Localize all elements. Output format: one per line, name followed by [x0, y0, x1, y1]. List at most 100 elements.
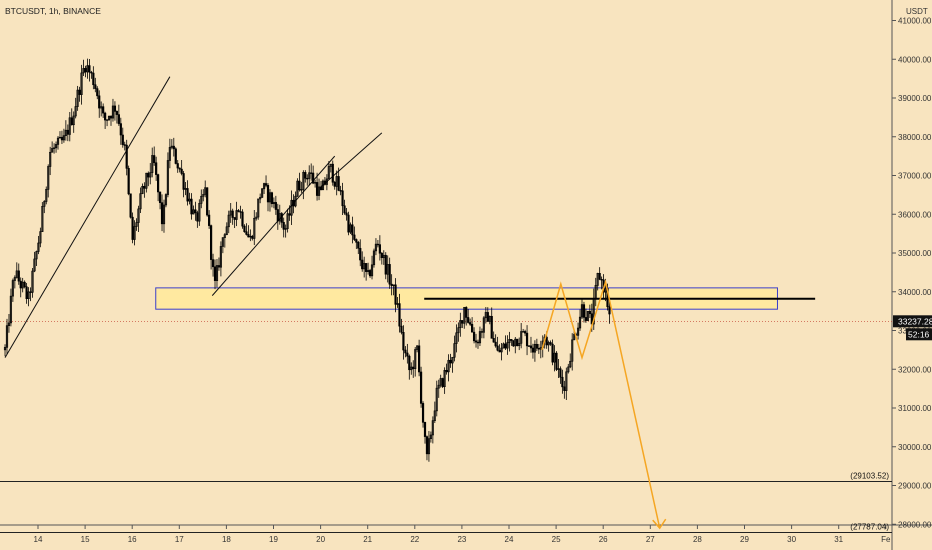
candle-body — [145, 172, 148, 189]
x-tick-label: 30 — [787, 535, 796, 544]
candle-body — [188, 198, 191, 202]
y-tick-label: 32000.00 — [898, 365, 932, 374]
candle-body — [60, 136, 64, 141]
last-price-tag — [893, 315, 932, 328]
candle-body — [321, 180, 325, 191]
trendline — [211, 155, 336, 296]
candle-body — [219, 246, 223, 268]
candle-body — [522, 331, 525, 333]
candle-body — [135, 222, 138, 227]
y-tick-label: 30000.00 — [898, 443, 932, 452]
candle-body — [239, 211, 242, 213]
candle-body — [335, 176, 338, 187]
candle-body — [223, 234, 226, 238]
candle-body — [484, 312, 487, 319]
candle-body — [276, 209, 279, 222]
candle-body — [104, 112, 107, 121]
candle-body — [329, 163, 332, 167]
candle-body — [508, 339, 511, 343]
candle-body — [13, 277, 16, 281]
candle-body — [182, 173, 185, 190]
candle-body — [66, 129, 69, 135]
candle-body — [537, 348, 540, 350]
candle-body — [176, 163, 179, 169]
x-tick-label: 24 — [505, 535, 514, 544]
candle-body — [217, 265, 221, 268]
x-tick-label: 18 — [222, 535, 231, 544]
candle-body — [153, 155, 156, 164]
candle-body — [137, 208, 140, 223]
candle-body — [471, 323, 474, 333]
candle-body — [288, 213, 291, 216]
candle-body — [96, 88, 99, 97]
candle-body — [355, 239, 358, 243]
candle-body — [166, 160, 170, 195]
candle-body — [86, 65, 89, 73]
candle-body — [449, 359, 452, 364]
candle-body — [190, 198, 193, 215]
candle-body — [27, 291, 30, 299]
candle-body — [545, 336, 548, 346]
candle-body — [76, 89, 79, 107]
candle-body — [419, 371, 423, 404]
candle-body — [9, 295, 13, 324]
candle-body — [25, 286, 28, 299]
candle-body — [5, 325, 9, 348]
candle-body — [180, 168, 183, 174]
candle-body — [247, 234, 250, 238]
candle-body — [184, 188, 187, 190]
candle-body — [174, 148, 177, 164]
candle-body — [512, 340, 515, 347]
candle-body — [272, 202, 275, 205]
candle-body — [235, 210, 238, 220]
candle-body — [451, 356, 454, 364]
candle-body — [333, 181, 336, 187]
x-tick-label: 22 — [410, 535, 419, 544]
candle-body — [315, 182, 319, 196]
candle-body — [231, 210, 234, 218]
candle-body — [151, 155, 154, 173]
candle-body — [39, 231, 42, 244]
candle-body — [547, 342, 550, 346]
candle-body — [98, 95, 101, 109]
candle-body — [492, 338, 495, 343]
candle-body — [580, 304, 584, 318]
candle-body — [192, 209, 195, 215]
candle-body — [274, 202, 277, 210]
currency-label: USDT — [906, 7, 928, 16]
candle-body — [253, 217, 256, 239]
candle-body — [490, 315, 493, 339]
candle-body — [284, 228, 287, 230]
candle-body — [31, 270, 34, 293]
candle-body — [68, 117, 71, 135]
candle-body — [604, 288, 607, 293]
candle-body — [127, 168, 130, 195]
x-tick-label: 19 — [269, 535, 278, 544]
y-tick-label: 38000.00 — [898, 133, 932, 142]
candle-body — [382, 254, 385, 259]
candle-body — [472, 331, 476, 342]
candle-body — [433, 410, 436, 421]
candle-body — [107, 116, 111, 120]
x-tick-label: 29 — [740, 535, 749, 544]
candle-body — [131, 216, 134, 240]
candle-body — [241, 211, 244, 227]
candle-body — [162, 204, 166, 225]
candle-body — [520, 331, 523, 344]
candle-body — [561, 376, 564, 388]
y-tick-label: 36000.00 — [898, 210, 932, 219]
candle-body — [353, 234, 356, 240]
candle-body — [418, 345, 421, 373]
candle-body — [268, 192, 272, 203]
candle-body — [408, 355, 411, 371]
candle-body — [518, 342, 521, 347]
candle-body — [588, 310, 591, 315]
candle-body — [56, 137, 60, 145]
candle-body — [341, 190, 344, 207]
candle-body — [233, 217, 236, 220]
candle-body — [461, 320, 464, 324]
candle-body — [51, 148, 54, 153]
candle-body — [64, 129, 67, 136]
candle-body — [178, 167, 181, 170]
